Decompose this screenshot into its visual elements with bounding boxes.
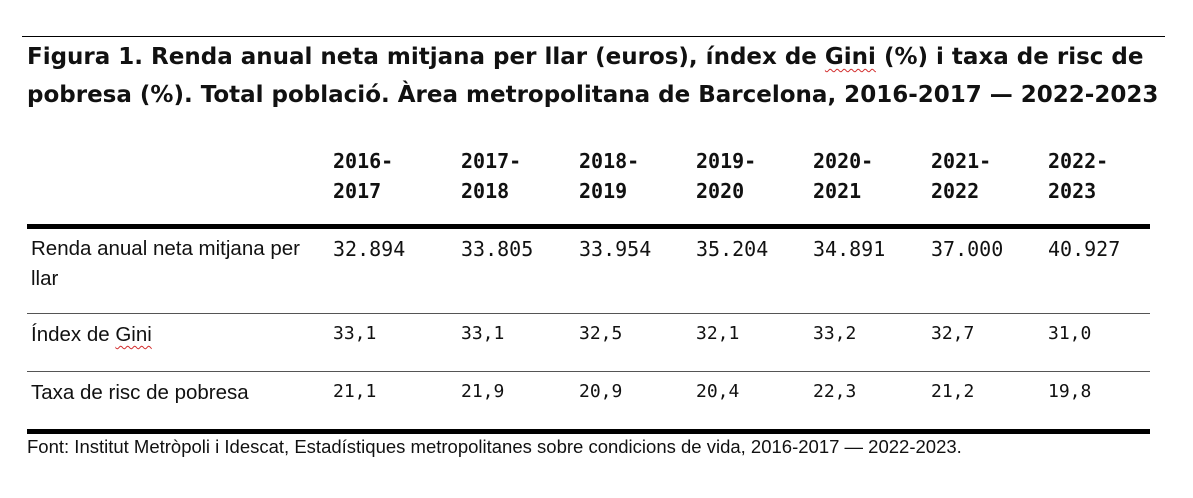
table-cell: 32,5 xyxy=(579,323,623,344)
table-cell: 33.954 xyxy=(579,237,652,261)
table-cell: 32.894 xyxy=(333,237,406,261)
row-label-gini-word: Gini xyxy=(115,323,152,346)
column-header-line2: 2021 xyxy=(813,179,862,203)
column-header: 2019- 2020 xyxy=(696,146,756,206)
table-cell: 21,9 xyxy=(461,381,505,402)
column-header-line1: 2016- xyxy=(333,149,394,173)
column-header: 2022- 2023 xyxy=(1048,146,1108,206)
table-cell: 32,7 xyxy=(931,323,975,344)
table-cell: 21,1 xyxy=(333,381,377,402)
row-label-renda: Renda anual neta mitjana per llar xyxy=(31,237,300,290)
table-cell: 35.204 xyxy=(696,237,769,261)
column-header-line1: 2021- xyxy=(931,149,992,173)
column-header: 2020- 2021 xyxy=(813,146,873,206)
table-cell: 22,3 xyxy=(813,381,857,402)
column-header-line1: 2019- xyxy=(696,149,757,173)
table-cell: 19,8 xyxy=(1048,381,1092,402)
table-bottom-divider xyxy=(27,429,1150,434)
row-label-gini-prefix: Índex de xyxy=(31,323,116,346)
table-cell: 33.805 xyxy=(461,237,534,261)
column-header-line2: 2020 xyxy=(696,179,745,203)
column-header-line2: 2017 xyxy=(333,179,382,203)
column-header: 2018- 2019 xyxy=(579,146,639,206)
table-cell: 33,1 xyxy=(333,323,377,344)
row-divider xyxy=(27,313,1150,314)
table-cell: 33,1 xyxy=(461,323,505,344)
column-header-line1: 2022- xyxy=(1048,149,1109,173)
table-cell: 34.891 xyxy=(813,237,886,261)
figure-title: Figura 1. Renda anual neta mitjana per l… xyxy=(27,38,1167,114)
column-header-line2: 2018 xyxy=(461,179,510,203)
top-divider xyxy=(22,36,1165,37)
table-cell: 32,1 xyxy=(696,323,740,344)
header-divider xyxy=(27,224,1150,229)
row-label-taxa: Taxa de risc de pobresa xyxy=(31,381,249,404)
table-cell: 20,4 xyxy=(696,381,740,402)
column-header: 2017- 2018 xyxy=(461,146,521,206)
title-gini-word: Gini xyxy=(824,44,876,70)
table-cell: 33,2 xyxy=(813,323,857,344)
title-text-end: (%) i taxa de risc de pobresa (%). Total… xyxy=(27,44,1159,108)
row-label-gini: Índex de Gini xyxy=(31,320,321,350)
table-cell: 40.927 xyxy=(1048,237,1121,261)
table-cell: 37.000 xyxy=(931,237,1004,261)
title-text-start: Figura 1. Renda anual neta mitjana per l… xyxy=(27,44,825,70)
table-cell: 20,9 xyxy=(579,381,623,402)
column-header-line2: 2022 xyxy=(931,179,980,203)
row-divider xyxy=(27,371,1150,372)
column-header: 2021- 2022 xyxy=(931,146,991,206)
column-header-line1: 2017- xyxy=(461,149,522,173)
column-header-line2: 2023 xyxy=(1048,179,1097,203)
column-header: 2016- 2017 xyxy=(333,146,393,206)
table-cell: 31,0 xyxy=(1048,323,1092,344)
table-cell: 21,2 xyxy=(931,381,975,402)
column-header-line1: 2020- xyxy=(813,149,874,173)
column-header-line1: 2018- xyxy=(579,149,640,173)
source-note: Font: Institut Metròpoli i Idescat, Esta… xyxy=(27,436,962,457)
column-header-line2: 2019 xyxy=(579,179,628,203)
